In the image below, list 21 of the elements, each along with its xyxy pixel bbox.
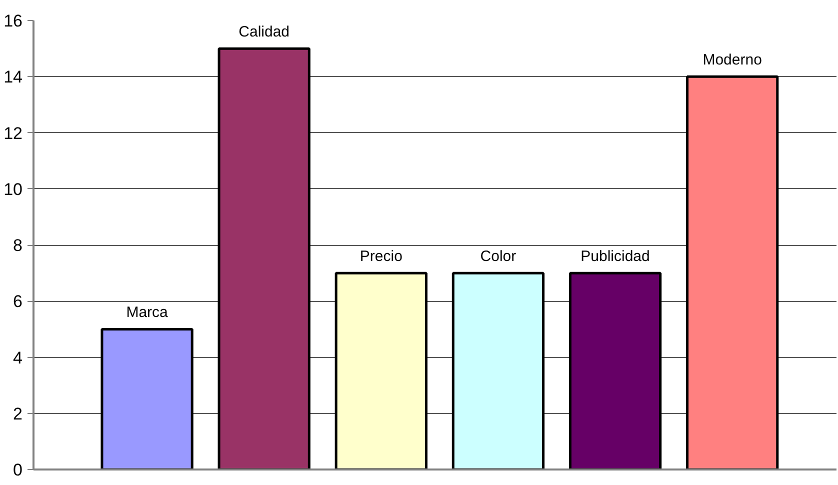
y-tick-label: 10 [4, 180, 23, 199]
x-tick-label: Calidad [238, 24, 290, 41]
bar [686, 75, 779, 470]
y-tick-label: 6 [13, 292, 23, 312]
y-tick-label: 4 [13, 348, 23, 368]
y-tick-label: 12 [4, 124, 23, 143]
y-tick-label: 14 [4, 68, 23, 87]
bar [100, 328, 194, 470]
x-tick-label: Color [480, 248, 516, 266]
y-tick-label: 0 [13, 460, 23, 480]
x-tick-label: Publicidad [580, 248, 650, 266]
x-tick-label: Moderno [702, 52, 762, 69]
y-tick-label: 2 [13, 404, 23, 424]
y-tick-label: 16 [4, 12, 23, 30]
y-tick-label: 8 [13, 236, 23, 255]
x-tick-label: Marca [126, 304, 169, 322]
bar [452, 272, 545, 470]
bar [568, 272, 662, 470]
bar [218, 47, 310, 470]
bar [334, 272, 428, 470]
x-tick-label: Precio [360, 248, 402, 266]
